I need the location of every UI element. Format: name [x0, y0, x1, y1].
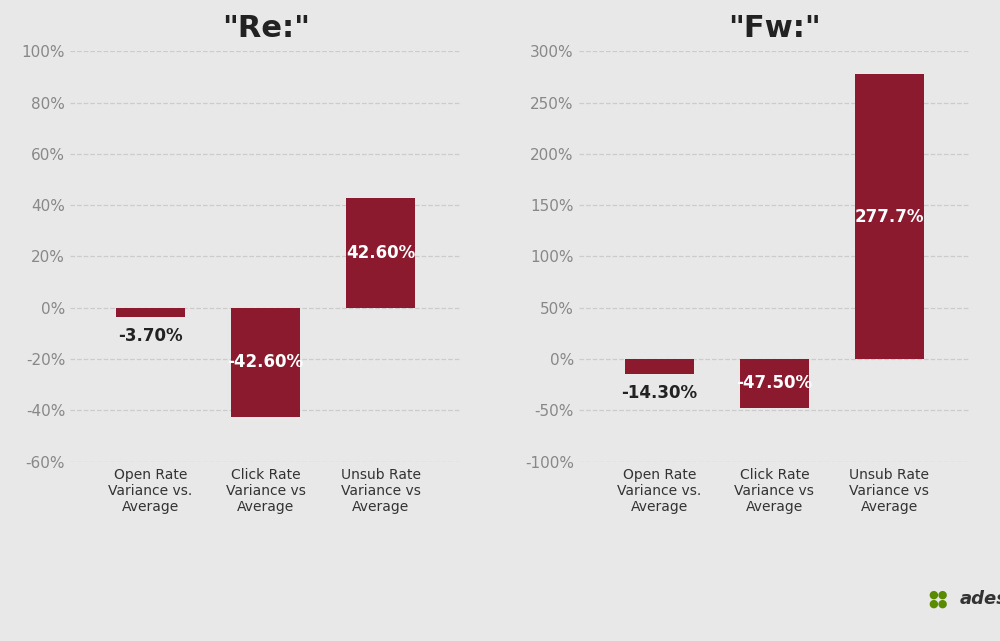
- Text: Unsub Rate
Variance vs
Average: Unsub Rate Variance vs Average: [341, 468, 421, 514]
- Bar: [116, 308, 185, 317]
- Title: "Re:": "Re:": [222, 14, 310, 44]
- Text: Unsub Rate
Variance vs
Average: Unsub Rate Variance vs Average: [849, 468, 929, 514]
- Text: adestra: adestra: [960, 590, 1000, 608]
- Text: -42.60%: -42.60%: [228, 353, 304, 371]
- Text: Open Rate
Variance vs.
Average: Open Rate Variance vs. Average: [108, 468, 193, 514]
- Text: 42.60%: 42.60%: [346, 244, 415, 262]
- Bar: [740, 359, 809, 408]
- Title: "Fw:": "Fw:": [728, 14, 821, 44]
- Bar: [231, 308, 300, 417]
- Bar: [625, 359, 694, 374]
- Bar: [855, 74, 924, 359]
- Text: Click Rate
Variance vs
Average: Click Rate Variance vs Average: [734, 468, 814, 514]
- Text: -47.50%: -47.50%: [736, 374, 812, 392]
- Text: 277.7%: 277.7%: [855, 208, 924, 226]
- Text: Click Rate
Variance vs
Average: Click Rate Variance vs Average: [226, 468, 306, 514]
- Text: -14.30%: -14.30%: [621, 384, 697, 402]
- Text: -3.70%: -3.70%: [118, 328, 183, 345]
- Bar: [346, 199, 415, 308]
- Text: Open Rate
Variance vs.
Average: Open Rate Variance vs. Average: [617, 468, 701, 514]
- Text: ●●
●●: ●● ●●: [928, 590, 948, 609]
